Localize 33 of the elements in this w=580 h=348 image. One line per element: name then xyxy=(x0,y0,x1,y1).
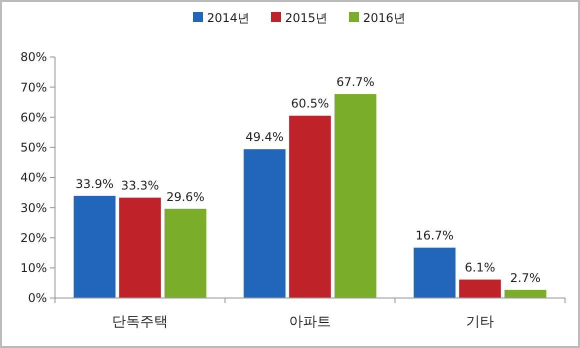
bar xyxy=(164,208,206,298)
data-label: 67.7% xyxy=(336,75,374,90)
x-tick-label: 단독주택 xyxy=(112,314,168,330)
bar xyxy=(504,290,546,298)
bar xyxy=(74,196,116,298)
y-tick-label: 70% xyxy=(20,80,47,94)
data-label: 33.9% xyxy=(76,176,114,191)
bar xyxy=(334,94,376,298)
y-tick-label: 40% xyxy=(20,170,47,185)
bar xyxy=(289,116,331,298)
y-tick-label: 30% xyxy=(20,200,47,215)
data-label: 29.6% xyxy=(166,190,204,204)
x-tick-label: 아파트 xyxy=(289,314,331,330)
bar xyxy=(459,280,501,298)
data-label: 16.7% xyxy=(416,228,454,243)
data-label: 6.1% xyxy=(464,260,496,275)
x-tick-label: 기타 xyxy=(466,314,494,330)
bar xyxy=(119,198,161,298)
y-tick-label: 60% xyxy=(20,110,47,124)
bar xyxy=(244,149,286,298)
y-tick-label: 20% xyxy=(20,230,47,245)
legend-label: 2015년 xyxy=(285,11,328,25)
legend-label: 2014년 xyxy=(207,11,250,25)
y-tick-label: 80% xyxy=(20,50,47,64)
y-tick-label: 10% xyxy=(20,261,47,276)
data-label: 2.7% xyxy=(510,270,541,285)
y-tick-label: 0% xyxy=(28,291,47,306)
data-label: 33.3% xyxy=(120,178,160,193)
data-label: 49.4% xyxy=(246,130,284,144)
y-tick-label: 50% xyxy=(20,140,47,155)
bar xyxy=(414,248,456,298)
legend-label: 2016년 xyxy=(363,11,406,25)
data-label: 60.5% xyxy=(290,96,330,111)
